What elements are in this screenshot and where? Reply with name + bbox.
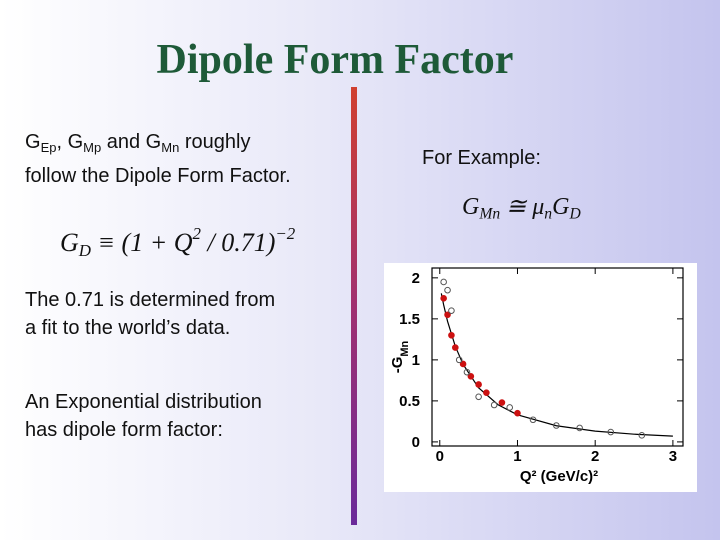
data-point (483, 389, 490, 396)
data-point (452, 344, 459, 351)
data-point (444, 311, 451, 319)
x-tick-label: 0 (436, 448, 444, 465)
data-point (498, 399, 506, 406)
data-point (444, 286, 451, 294)
data-point (455, 356, 463, 364)
y-axis-label: -GMn (389, 340, 411, 373)
data-point (463, 368, 471, 376)
text-run: ≅ μ (500, 194, 545, 220)
text-run: Mn (479, 205, 501, 223)
fit-curve (440, 293, 673, 437)
y-tick-label: 0 (412, 434, 420, 451)
text-run: −2 (275, 224, 296, 243)
data-point (440, 295, 447, 302)
data-point (529, 416, 537, 424)
text-run: , G (56, 131, 84, 153)
data-point (576, 424, 583, 432)
x-tick-label: 3 (669, 448, 677, 465)
data-point (638, 432, 646, 439)
text-run: roughly (179, 131, 251, 153)
slide-title: Dipole Form Factor (156, 37, 514, 83)
text-line: has dipole form factor: (25, 419, 223, 441)
x-tick-label: 2 (591, 448, 599, 465)
text-run: / 0.71) (200, 227, 276, 257)
y-tick-label: 2 (412, 270, 420, 287)
data-point (475, 393, 482, 401)
divider (351, 87, 357, 525)
x-axis-label: Q² (GeV/c)² (520, 468, 598, 485)
text-run: ≡ (1 + Q (90, 227, 193, 257)
data-point (607, 428, 615, 436)
text-run: D (78, 240, 91, 260)
data-point (440, 278, 447, 286)
text-run: and G (101, 131, 162, 153)
example-label: For Example: (422, 147, 541, 169)
text-run: Mn (161, 139, 180, 155)
equation: GD ≡ (1 + Q2 / 0.71)−2 (60, 224, 295, 261)
data-point (475, 381, 482, 388)
text-run: Mn (399, 340, 411, 356)
chart-bg (384, 263, 697, 492)
x-tick-label: 1 (513, 448, 521, 465)
equation: GMn ≅ μnGD (462, 192, 581, 224)
text-run: n (544, 205, 553, 223)
chart: 0 1 2 3 0 0.5 1 1.5 2 Q² (GeV/c)² -GMn (384, 263, 697, 492)
text-run: follow the Dipole Form Factor. (25, 164, 291, 187)
text-run: G (25, 131, 41, 153)
text-run: D (569, 205, 581, 223)
intro-line: follow the Dipole Form Factor. (25, 162, 291, 190)
y-tick-label: 1.5 (399, 311, 420, 328)
note: The 0.71 is determined from a fit to the… (25, 286, 275, 342)
text-run: 2 (192, 224, 201, 243)
text-run: G (60, 227, 79, 257)
y-tick-label: 0.5 (399, 393, 420, 410)
text-run: G (552, 194, 570, 220)
text-run: Ep (40, 139, 57, 155)
data-point (459, 360, 467, 368)
text-run: -G (389, 357, 406, 374)
text-line: The 0.71 is determined from (25, 289, 276, 311)
text-run: G (462, 194, 480, 220)
data-point (514, 409, 521, 417)
data-point (448, 331, 455, 339)
data-point (553, 422, 560, 429)
y-tick-label: 1 (412, 352, 420, 369)
data-point (467, 372, 475, 380)
data-point (506, 404, 514, 411)
text-line: An Exponential distribution (25, 391, 262, 413)
intro-line: GEp, GMp and GMn roughly (25, 128, 291, 162)
data-point (448, 307, 455, 314)
text-line: a fit to the world’s data. (25, 317, 231, 339)
exponential: An Exponential distribution has dipole f… (25, 388, 262, 444)
text-run: Mp (83, 139, 102, 155)
data-point (490, 401, 498, 409)
plot-frame (431, 267, 684, 447)
intro: GEp, GMp and GMn roughly follow the Dipo… (25, 128, 291, 190)
